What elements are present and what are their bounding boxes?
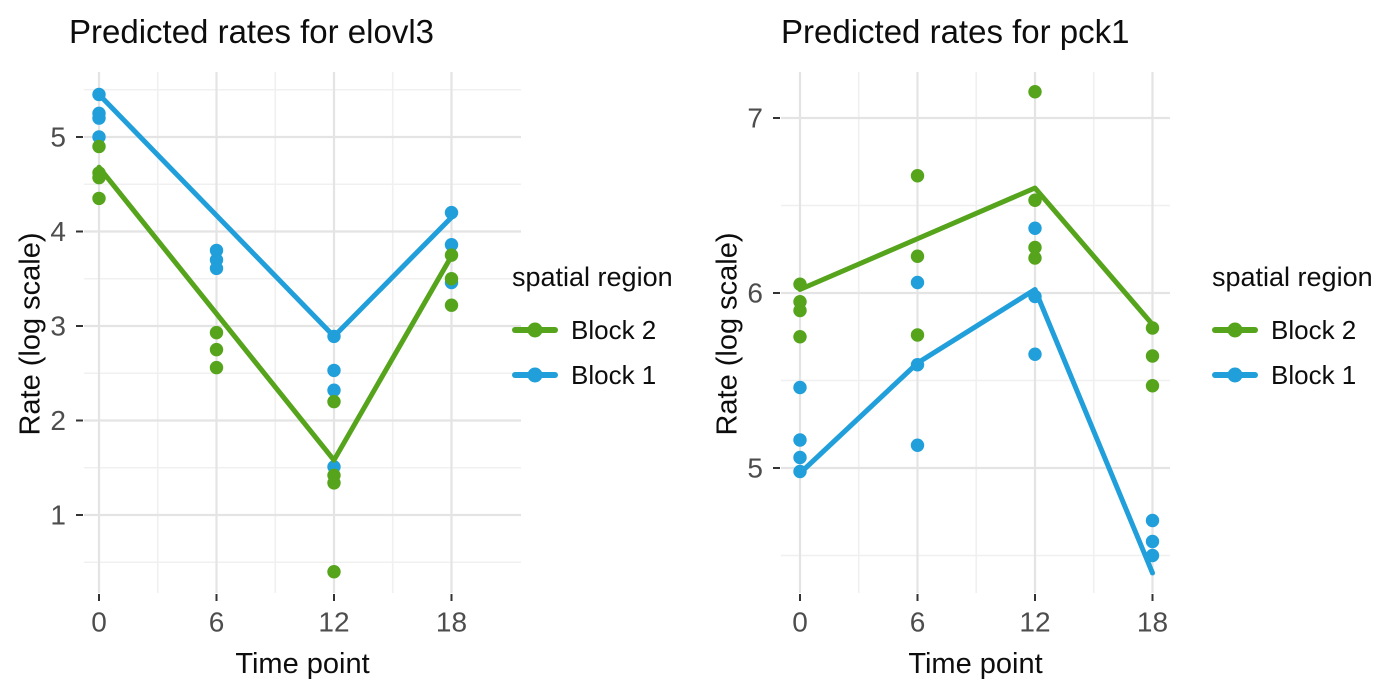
legend-label-block1: Block 1 — [1271, 359, 1357, 390]
data-point-block-1 — [1145, 513, 1160, 528]
trend-line-block-1 — [96, 91, 454, 339]
data-point-block-2 — [793, 303, 807, 318]
data-point-block-2 — [1028, 193, 1042, 207]
y-tick-label: 1 — [50, 500, 66, 531]
legend-key-block1-icon — [1212, 367, 1258, 383]
y-tick-label: 5 — [50, 122, 66, 153]
y-axis-title-elovl3: Rate (log scale) — [14, 232, 47, 436]
x-tick-label: 12 — [318, 607, 349, 638]
legend-pck1: spatial region Block 2 Block 1 — [1212, 262, 1373, 404]
legend-item-block1: Block 1 — [512, 359, 673, 391]
trend-line-block-2 — [96, 164, 454, 463]
y-tick-label: 5 — [747, 453, 763, 484]
data-point-block-2 — [209, 325, 224, 340]
legend-label-block2: Block 2 — [571, 314, 657, 345]
legend-elovl3: spatial region Block 2 Block 1 — [512, 262, 673, 404]
chart-title-pck1: Predicted rates for pck1 — [781, 13, 1130, 50]
x-tick-label: 6 — [910, 607, 926, 638]
data-point-block-2 — [444, 298, 459, 312]
data-point-block-2 — [910, 328, 925, 342]
data-point-block-1 — [444, 238, 459, 252]
x-axis-title-elovl3: Time point — [235, 648, 370, 680]
legend-title: spatial region — [512, 262, 673, 292]
data-point-block-1 — [209, 261, 224, 276]
data-point-block-2 — [910, 249, 925, 263]
data-point-block-2 — [1145, 379, 1160, 393]
legend-key-block2-icon — [512, 322, 558, 338]
legend-key-block2-icon — [1212, 322, 1258, 338]
x-tick-label: 18 — [1137, 607, 1168, 638]
x-tick-label: 18 — [436, 607, 467, 638]
data-point-block-1 — [910, 275, 925, 290]
y-tick-label: 6 — [747, 278, 763, 309]
data-point-block-1 — [209, 243, 224, 258]
legend-title: spatial region — [1212, 262, 1373, 292]
data-point-block-1 — [1028, 347, 1042, 361]
data-point-block-2 — [327, 476, 341, 490]
y-tick-label: 3 — [50, 311, 66, 342]
data-point-block-2 — [1028, 240, 1042, 255]
data-point-block-1 — [327, 363, 341, 378]
data-point-block-2 — [327, 394, 341, 409]
chart-title-elovl3: Predicted rates for elovl3 — [69, 13, 435, 50]
data-point-block-2 — [444, 272, 459, 286]
y-tick-label: 7 — [747, 103, 763, 134]
data-point-block-1 — [793, 433, 807, 447]
data-point-block-2 — [92, 191, 106, 206]
data-point-block-1 — [92, 130, 106, 144]
data-point-block-1 — [910, 438, 925, 452]
data-point-block-1 — [793, 380, 807, 395]
data-point-block-2 — [1028, 251, 1042, 265]
x-tick-label: 0 — [792, 607, 808, 638]
x-tick-label: 6 — [209, 607, 225, 638]
data-point-block-1 — [327, 383, 341, 397]
y-axis-title-pck1: Rate (log scale) — [711, 232, 744, 436]
legend-item-block2: Block 2 — [1212, 314, 1373, 346]
y-tick-label: 4 — [50, 216, 66, 247]
x-axis-title-pck1: Time point — [908, 648, 1043, 680]
legend-item-block2: Block 2 — [512, 314, 673, 346]
data-point-block-2 — [1028, 85, 1042, 99]
data-point-block-1 — [1145, 534, 1160, 549]
legend-item-block1: Block 1 — [1212, 359, 1373, 391]
data-point-block-2 — [910, 169, 925, 183]
data-point-block-1 — [92, 111, 106, 125]
trend-line-block-1 — [797, 287, 1155, 576]
data-point-block-2 — [1145, 321, 1160, 335]
x-tick-label: 12 — [1019, 607, 1050, 638]
legend-label-block1: Block 1 — [571, 359, 657, 390]
legend-label-block2: Block 2 — [1271, 314, 1357, 345]
data-point-block-1 — [1028, 221, 1042, 235]
legend-key-block1-icon — [512, 367, 558, 383]
x-tick-label: 0 — [91, 607, 107, 638]
data-point-block-1 — [793, 450, 807, 465]
data-point-block-2 — [793, 330, 807, 344]
trend-line-block-2 — [797, 185, 1155, 327]
data-point-block-2 — [209, 342, 224, 357]
data-point-block-2 — [92, 139, 106, 154]
data-point-block-2 — [1145, 349, 1160, 363]
data-point-block-2 — [327, 565, 341, 579]
data-point-block-1 — [444, 205, 459, 220]
data-point-block-2 — [209, 360, 224, 375]
y-tick-label: 2 — [50, 405, 66, 436]
